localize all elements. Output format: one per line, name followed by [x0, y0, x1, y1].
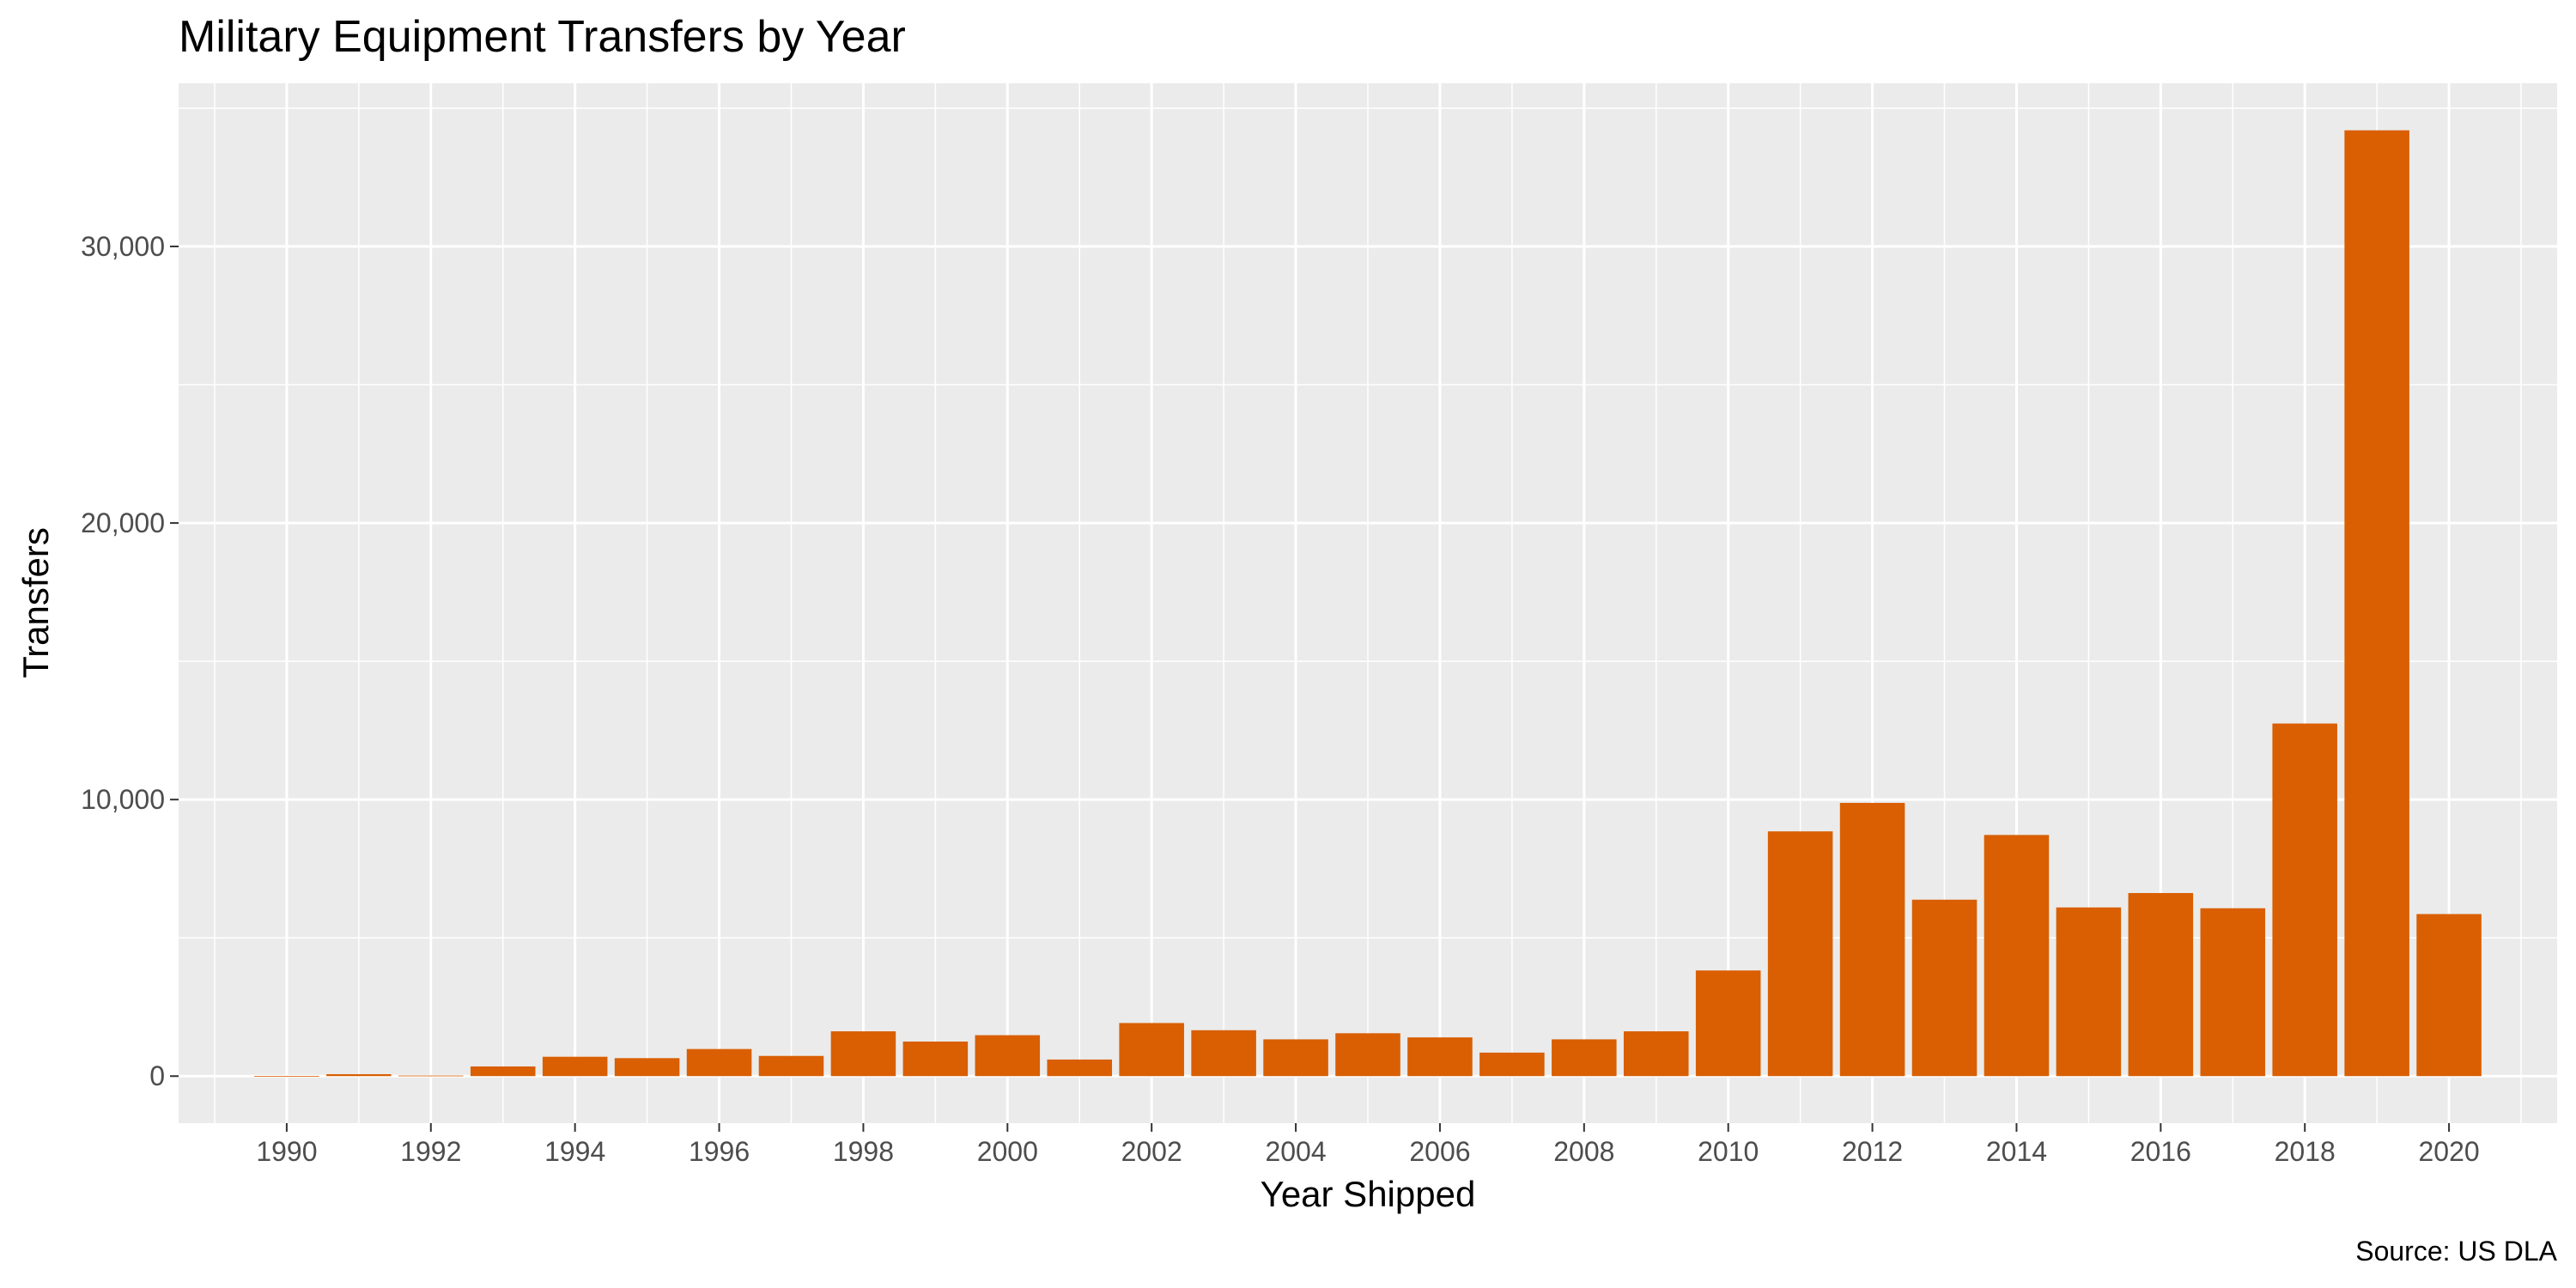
x-tick-label: 2012 [1842, 1136, 1903, 1167]
y-tick-label: 30,000 [81, 231, 165, 262]
x-tick-label: 2008 [1553, 1136, 1614, 1167]
x-tick-label: 2006 [1409, 1136, 1470, 1167]
bar [1552, 1039, 1617, 1077]
bar [1479, 1052, 1545, 1077]
bar [326, 1073, 392, 1077]
x-tick-label: 2014 [1986, 1136, 2047, 1167]
bar [686, 1048, 752, 1077]
x-tick-label: 1998 [833, 1136, 894, 1167]
bar [2344, 130, 2409, 1077]
bar [1119, 1023, 1184, 1077]
bar [830, 1031, 896, 1077]
x-tick-label: 2000 [977, 1136, 1038, 1167]
bar [1047, 1059, 1113, 1077]
y-axis-title: Transfers [15, 527, 56, 678]
y-tick-label: 10,000 [81, 784, 165, 815]
x-tick-label: 2010 [1698, 1136, 1759, 1167]
bar [398, 1075, 464, 1077]
bars [254, 130, 2482, 1077]
y-axis: 0 10,000 20,000 30,000 [81, 231, 179, 1091]
x-tick-label: 1994 [544, 1136, 605, 1167]
bar [2416, 914, 2482, 1077]
bar [1839, 803, 1905, 1077]
bar [1335, 1033, 1400, 1077]
bar [254, 1076, 319, 1077]
x-tick-label: 2020 [2418, 1136, 2479, 1167]
bar [542, 1056, 608, 1077]
bar [2056, 907, 2122, 1077]
bar [1911, 899, 1978, 1077]
x-tick-label: 2002 [1121, 1136, 1182, 1167]
x-tick-label: 2018 [2275, 1136, 2336, 1167]
x-tick-label: 1992 [400, 1136, 461, 1167]
bar [2200, 908, 2266, 1077]
x-tick-label: 2016 [2130, 1136, 2191, 1167]
x-axis: 1990 1992 1994 1996 1998 2000 2002 2004 2006 2008… [256, 1123, 2480, 1167]
bar [1623, 1031, 1689, 1077]
chart-title: Military Equipment Transfers by Year [179, 12, 906, 62]
bar [902, 1041, 969, 1077]
bar [758, 1055, 824, 1077]
bar [1984, 835, 2050, 1077]
bar [614, 1058, 680, 1077]
bar [1767, 831, 1833, 1077]
bar [1263, 1039, 1328, 1077]
y-tick-label: 20,000 [81, 507, 165, 538]
x-axis-title: Year Shipped [1261, 1174, 1476, 1214]
x-tick-label: 1996 [689, 1136, 750, 1167]
x-tick-label: 1990 [256, 1136, 317, 1167]
bar [1695, 970, 1761, 1077]
bar [975, 1035, 1041, 1077]
x-tick-label: 2004 [1265, 1136, 1326, 1167]
bar [1407, 1037, 1473, 1077]
source-caption: Source: US DLA [2355, 1236, 2557, 1267]
bar [1191, 1030, 1256, 1077]
bar [470, 1066, 536, 1077]
bar [2272, 723, 2337, 1077]
bar [2128, 893, 2194, 1077]
y-tick-label: 0 [149, 1060, 165, 1091]
